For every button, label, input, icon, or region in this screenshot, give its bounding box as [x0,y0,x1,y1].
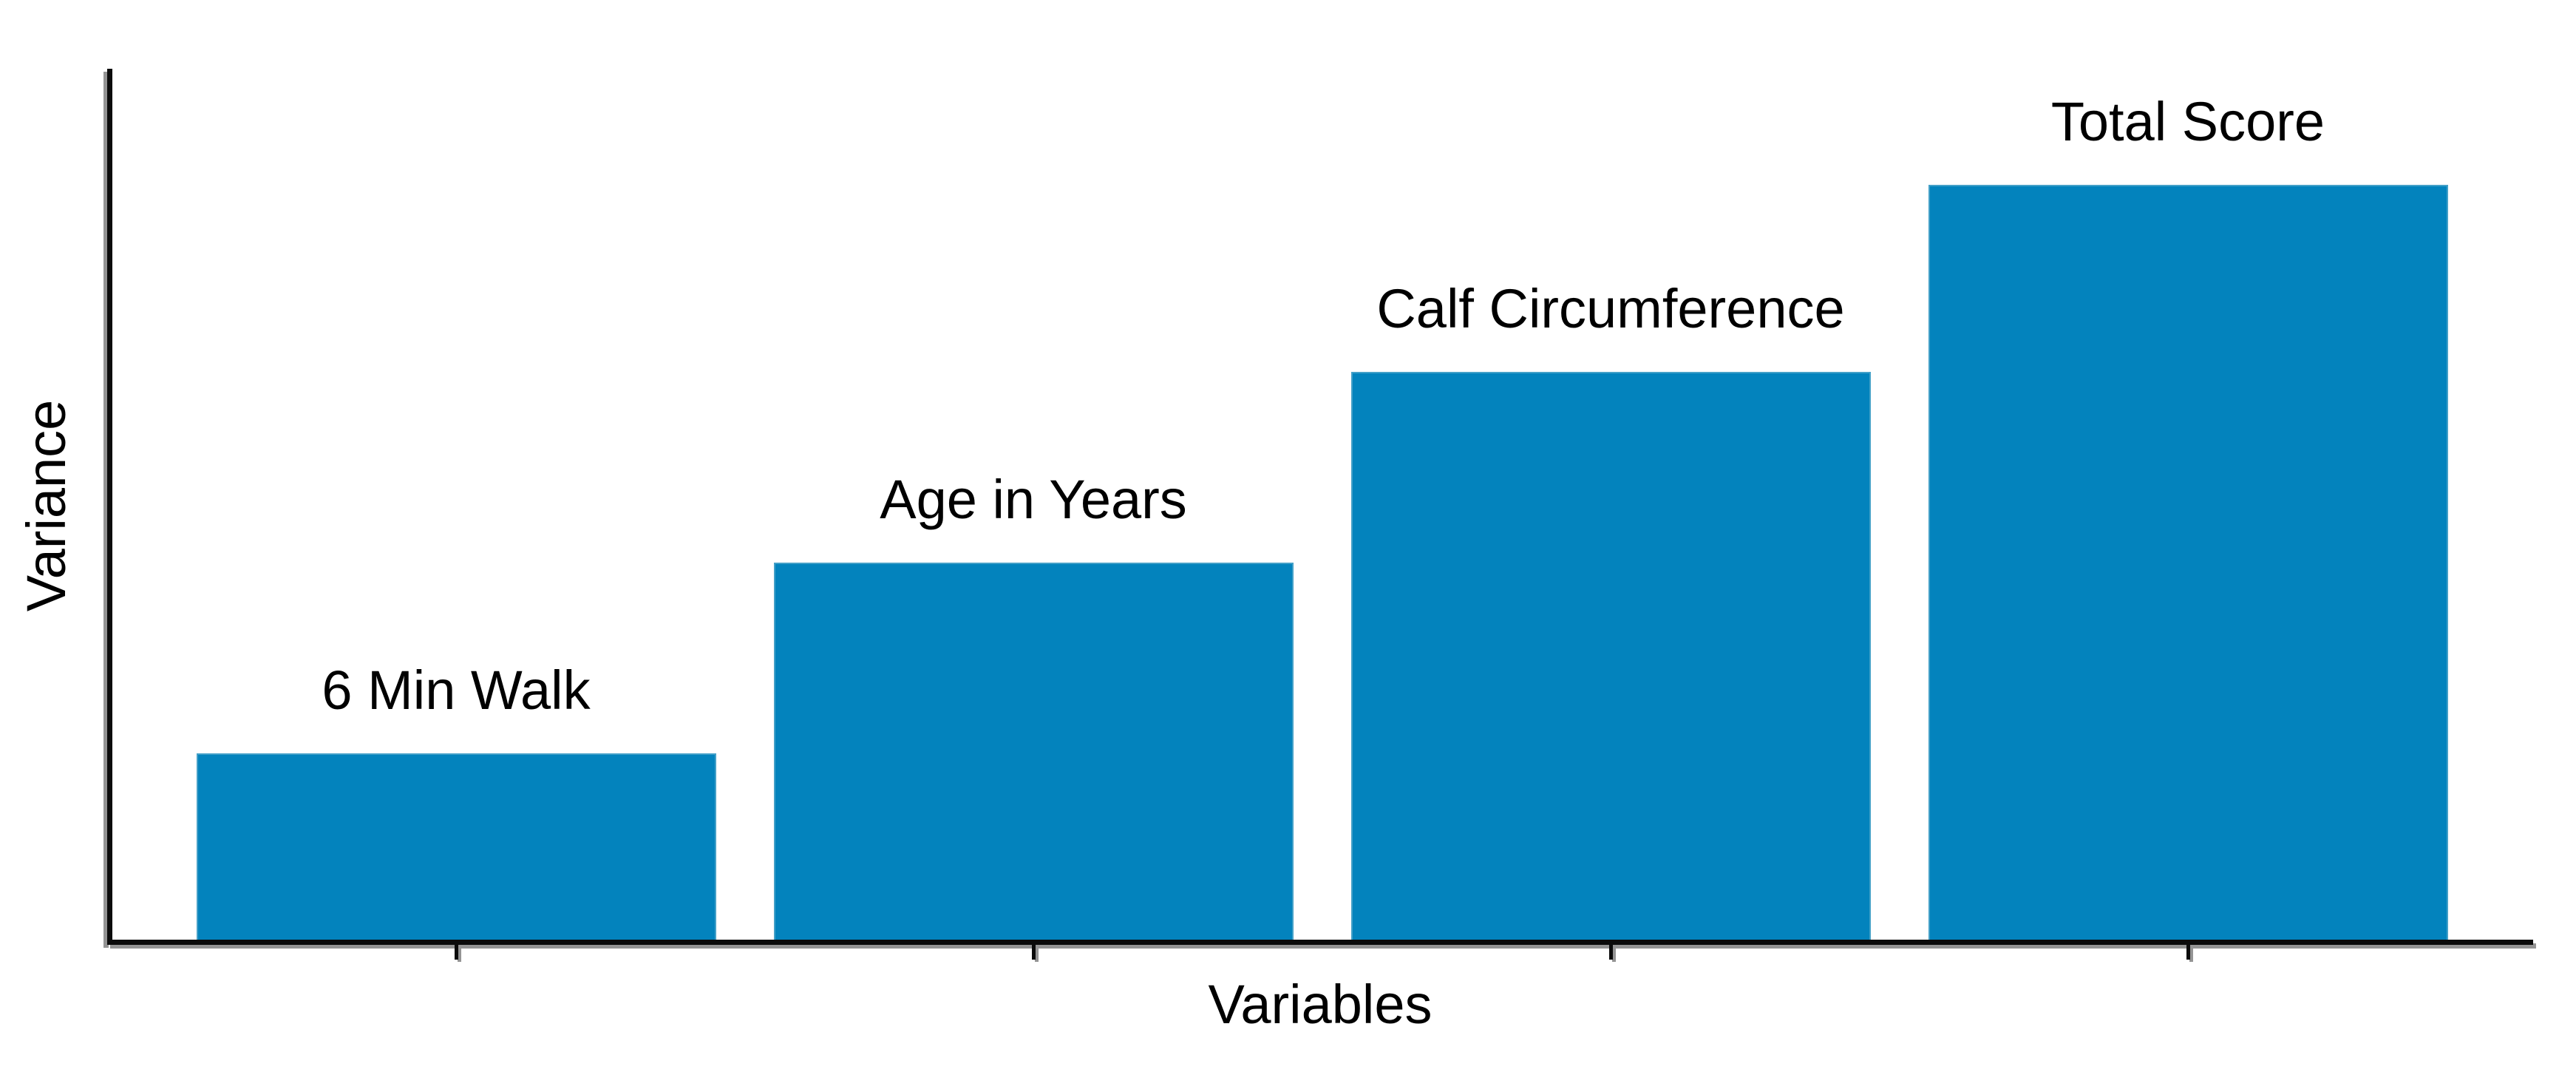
bar-label: Calf Circumference [1376,278,1845,339]
bar-label: Total Score [2050,91,2325,152]
x-axis-line [107,940,2533,945]
bar-label: Age in Years [880,469,1187,530]
x-axis-title: Variables [1208,974,1433,1035]
x-tick [1032,945,1036,960]
bar-age-in-years [773,563,1294,940]
bar-label: 6 Min Walk [322,659,591,721]
y-axis-line [107,69,112,945]
bar-total-score [1928,185,2448,940]
x-tick [1609,945,1613,960]
x-tick [2186,945,2190,960]
bar-6-min-walk [196,753,716,940]
x-tick [455,945,458,960]
bar-calf-circumference [1350,372,1871,940]
